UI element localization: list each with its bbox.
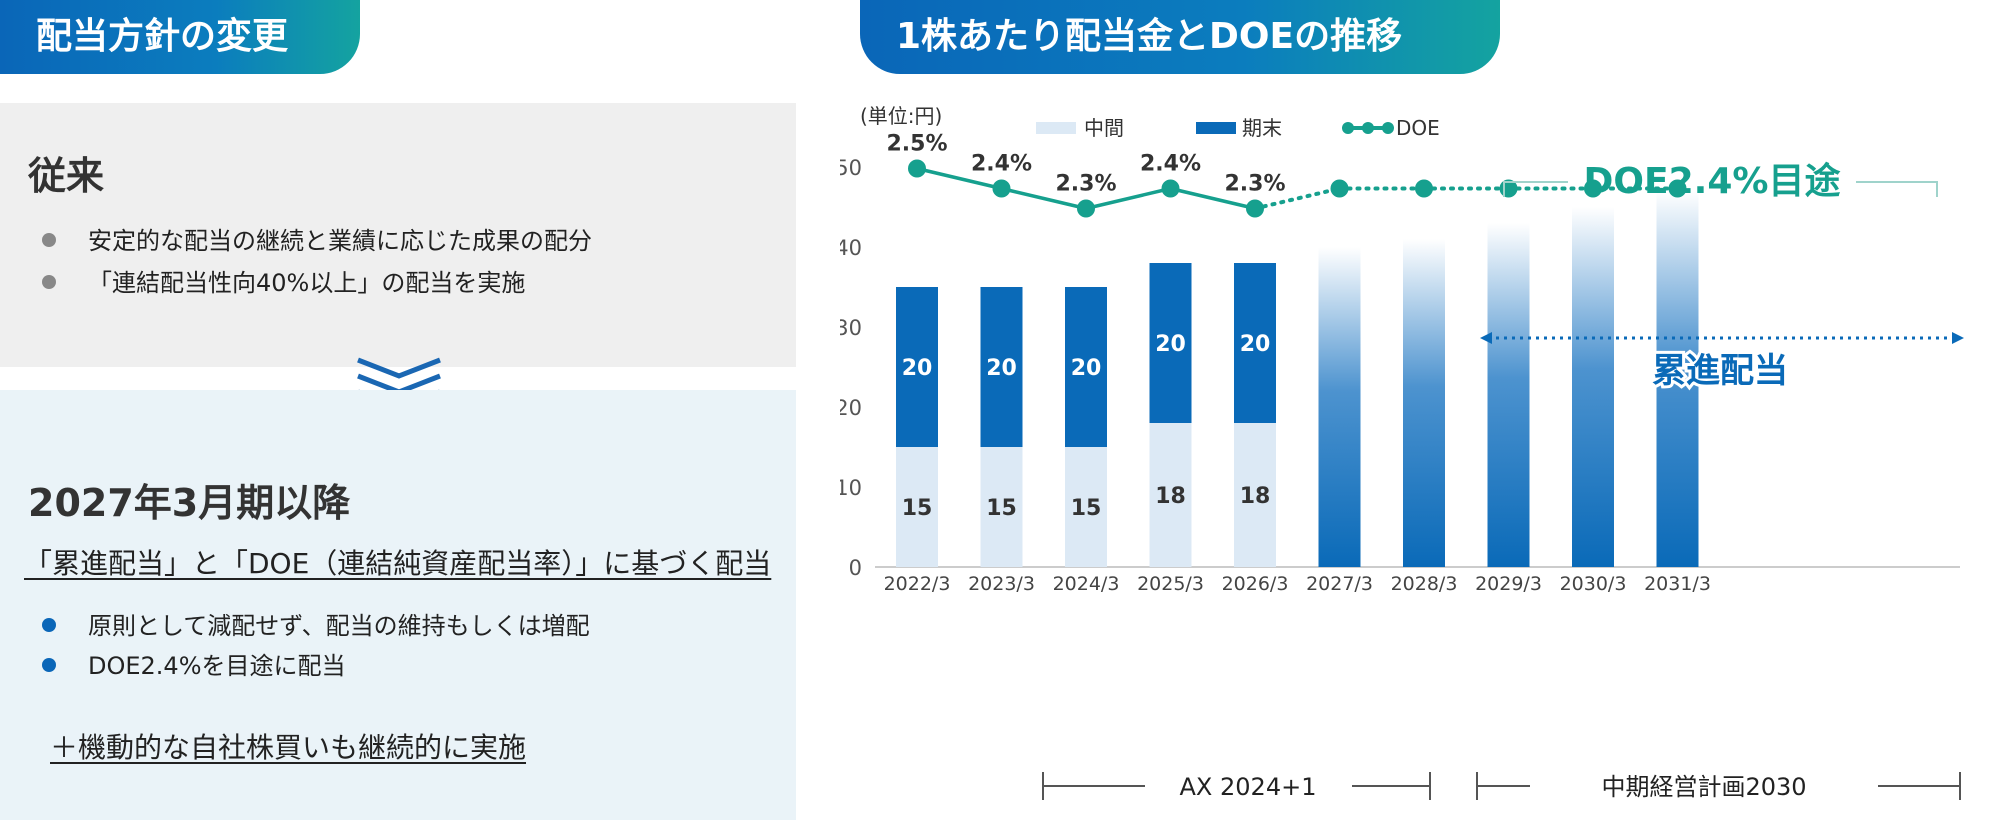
period-bracket-ax [1042,772,1431,800]
legend-swatch-year-end [1196,122,1236,134]
doe-marker [1330,179,1349,198]
doe-marker [1668,179,1687,198]
bar-interim [980,447,1023,567]
old-bullet-1: 安定的な配当の継続と業績に応じた成果の配分 [88,227,592,255]
bar-projected [1487,223,1530,567]
buyback-note: ＋機動的な自社株買いも継続的に実施 [50,731,527,764]
doe-target-bracket-left [1503,181,1568,197]
x-tick-label: 2027/3 [1306,573,1373,595]
y-tick-label: 30 [840,316,862,340]
bar-label-interim: 15 [986,496,1017,521]
bar-label-interim: 15 [1071,496,1102,521]
doe-data-label: 2.4% [1140,152,1201,177]
doe-marker [1077,199,1095,218]
legend-label-interim: 中間 [1084,116,1124,140]
doe-marker [992,179,1011,198]
old-bullet-2: 「連結配当性向40%以上」の配当を実施 [88,269,526,297]
unit-label: (単位:円) [860,104,942,128]
bar-projected [1318,247,1361,567]
new-policy-panel: 2027年3月期以降 「累進配当」と「DOE（連結純資産配当率）」に基づく配当 … [0,390,796,820]
bar-label-year-end: 20 [1071,356,1102,381]
old-policy-panel: 従来 安定的な配当の継続と業績に応じた成果の配分 「連結配当性向40%以上」の配… [0,103,796,367]
new-bullet-1: 原則として減配せず、配当の維持もしくは増配 [88,612,590,640]
bar-label-interim: 15 [902,496,933,521]
doe-marker [1415,179,1433,198]
doe-marker [908,159,926,178]
x-tick-label: 2031/3 [1644,573,1711,595]
bar-interim [896,447,938,567]
doe-data-label: 2.3% [1224,172,1285,197]
legend-label-year-end: 期末 [1242,116,1282,140]
bar-label-year-end: 20 [986,356,1017,381]
bar-year-end [1065,287,1107,447]
policy-change-header: 配当方針の変更 [0,0,360,74]
bar-year-end [1149,263,1192,423]
bar-projected [1403,239,1445,567]
arrow-left-icon [1480,332,1492,344]
x-tick-label: 2029/3 [1475,573,1542,595]
period-label-ax: AX 2024+1 [1180,773,1317,801]
new-bullet-dot-1 [42,618,56,632]
y-tick-label: 20 [840,396,862,420]
bar-interim [1149,423,1192,567]
y-tick-label: 0 [849,556,862,580]
bar-label-year-end: 20 [1155,332,1186,357]
old-bullet-dot-2 [42,275,56,289]
y-tick-label: 50 [840,156,862,180]
period-bracket-midterm [1476,772,1961,800]
doe-line-segment [1170,186,1256,211]
bar-interim [1234,423,1276,567]
legend-doe-marker [1382,122,1394,134]
dividend-chart-header: 1株あたり配当金とDOEの推移 [860,0,1500,74]
doe-marker [1161,179,1180,198]
bar-label-interim: 18 [1155,484,1186,509]
doe-line-projected-segment [1253,186,1342,211]
doe-data-label: 2.5% [886,132,947,157]
new-policy-title: 2027年3月期以降 [28,481,351,525]
doe-marker [1246,199,1264,218]
legend-label-doe: DOE [1396,116,1440,140]
legend-doe-marker [1342,122,1354,134]
x-tick-label: 2025/3 [1137,573,1204,595]
bar-year-end [896,287,938,447]
doe-line-segment [916,166,1002,191]
doe-target-label: DOE2.4%目途 [1584,160,1841,202]
bar-year-end [1234,263,1276,423]
progressive-label: 累進配当 [1652,351,1788,391]
doe-data-label: 2.4% [971,152,1032,177]
doe-target-bracket-right [1856,181,1938,197]
doe-marker [1584,179,1602,198]
period-label-midterm: 中期経営計画2030 [1601,773,1806,801]
doe-line-segment [1085,186,1171,211]
y-tick-label: 10 [840,476,862,500]
new-policy-subtitle: 「累進配当」と「DOE（連結純資産配当率）」に基づく配当 [24,547,772,580]
new-bullet-2: DOE2.4%を目途に配当 [88,652,346,680]
x-tick-label: 2028/3 [1391,573,1458,595]
old-policy-title: 従来 [28,154,105,198]
legend-doe-marker [1362,122,1374,134]
bar-year-end [980,287,1023,447]
x-tick-label: 2026/3 [1222,573,1289,595]
bar-projected [1656,191,1699,567]
bar-interim [1065,447,1107,567]
bar-label-interim: 18 [1240,484,1271,509]
x-tick-label: 2024/3 [1053,573,1120,595]
new-bullet-dot-2 [42,658,56,672]
bar-label-year-end: 20 [1240,332,1271,357]
doe-line-segment [1001,186,1087,211]
y-tick-label: 40 [840,236,862,260]
bar-label-year-end: 20 [902,356,933,381]
x-tick-label: 2023/3 [968,573,1035,595]
doe-data-label: 2.3% [1055,172,1116,197]
dividend-doe-chart: (単位:円) 中間 期末 DOE 0 10 20 30 40 50 2022/3 2023/3… [840,104,1964,801]
legend-swatch-interim [1036,122,1076,134]
arrow-right-icon [1952,332,1964,344]
x-tick-label: 2030/3 [1560,573,1627,595]
x-tick-label: 2022/3 [884,573,951,595]
old-bullet-dot-1 [42,233,56,247]
bar-projected [1572,207,1614,567]
